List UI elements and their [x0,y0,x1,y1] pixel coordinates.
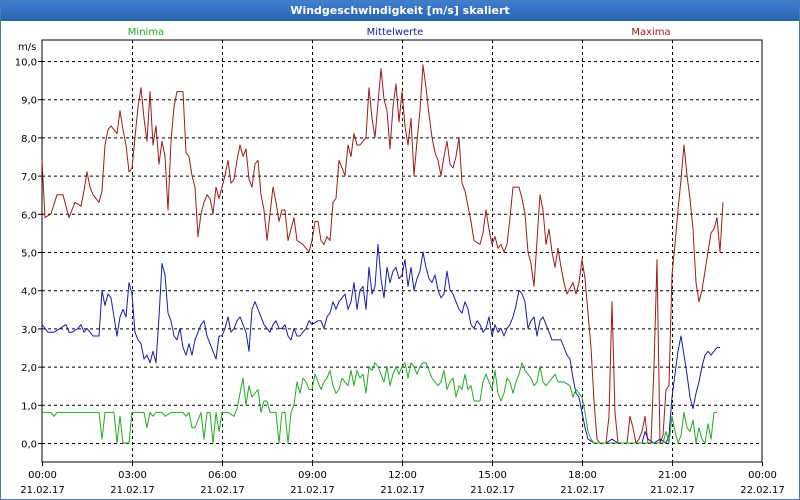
y-tick-label: 1,0 [21,401,37,412]
series [41,64,724,444]
x-tick-time: 00:00 [748,470,777,481]
window-title: Windgeschwindigkeit [m/s] skaliert [1,1,799,21]
y-tick-label: 9,0 [21,96,37,107]
x-tick-date: 21.02.17 [200,485,245,496]
axes: 0,0 1,0 2,0 3,0 4,0 5,0 6,0 7,0 8,0 9,0 10,0 m/s 00:… [15,42,785,496]
legend: Minima Mittelwerte Maxima [128,27,671,38]
x-tick-time: 00:00 [28,470,57,481]
x-tick-time: 12:00 [388,470,417,481]
x-tick-time: 09:00 [298,470,327,481]
series-line-maxima [41,64,724,444]
legend-item-maxima: Maxima [631,27,670,38]
y-tick-label: 3,0 [21,325,37,336]
y-tick-label: 8,0 [21,134,37,145]
y-tick-label: 4,0 [21,287,37,298]
x-tick-date: 21.02.17 [290,485,335,496]
x-tick-date: 21.02.17 [560,485,605,496]
x-tick-time: 06:00 [208,470,237,481]
x-tick-time: 21:00 [658,470,687,481]
x-tick-time: 03:00 [118,470,147,481]
series-line-mittelwerte [41,243,720,444]
x-tick-date: 21.02.17 [650,485,695,496]
x-tick-date: 22.02.17 [740,485,785,496]
x-tick-date: 21.02.17 [20,485,65,496]
y-tick-label: 2,0 [21,363,37,374]
series-line-minima [42,362,717,444]
y-tick-label: 10,0 [15,58,37,69]
x-tick-time: 18:00 [568,470,597,481]
y-tick-label: 0,0 [21,440,37,451]
legend-item-minima: Minima [128,27,164,38]
legend-item-mittelwerte: Mittelwerte [367,27,424,38]
y-tick-label: 6,0 [21,210,37,221]
y-tick-label: 7,0 [21,172,37,183]
y-axis-unit: m/s [18,42,36,53]
x-tick-date: 21.02.17 [110,485,155,496]
y-tick-label: 5,0 [21,249,37,260]
x-tick-date: 21.02.17 [380,485,425,496]
x-tick-time: 15:00 [478,470,507,481]
x-tick-date: 21.02.17 [470,485,515,496]
grid [41,39,763,463]
